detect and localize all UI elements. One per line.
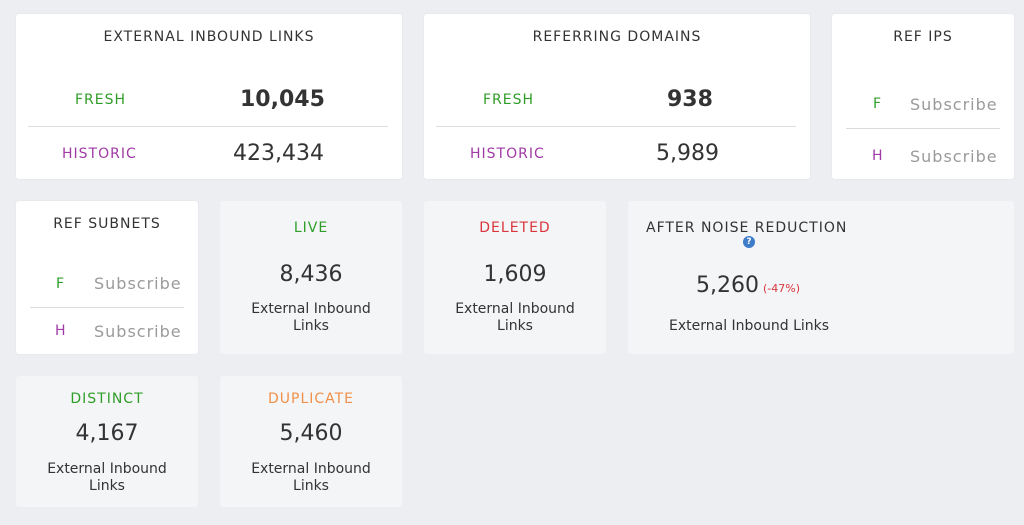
duplicate-card: DUPLICATE 5,460 External Inbound Links: [220, 376, 402, 507]
caption-line-2: Links: [293, 318, 329, 334]
live-value[interactable]: 8,436: [279, 262, 343, 287]
referring-domains-card: REFERRING DOMAINS FRESH 938 HISTORIC 5,9…: [424, 14, 810, 179]
noise-value[interactable]: 5,260: [696, 273, 759, 298]
card-title: REF IPS: [893, 29, 953, 45]
caption-line-2: Links: [293, 478, 329, 494]
caption: External Inbound Links: [220, 461, 402, 495]
card-title: DELETED: [479, 220, 551, 236]
historic-label: HISTORIC: [470, 146, 545, 162]
caption-line-1: External Inbound: [47, 461, 167, 477]
deleted-card: DELETED 1,609 External Inbound Links: [424, 201, 606, 354]
help-icon[interactable]: ?: [743, 236, 755, 248]
divider: [30, 307, 184, 308]
caption: External Inbound Links: [16, 461, 198, 495]
fresh-label: FRESH: [483, 92, 535, 108]
card-title: AFTER NOISE REDUCTION: [646, 220, 848, 236]
fresh-label: FRESH: [75, 92, 127, 108]
f-label: F: [56, 276, 66, 292]
caption-line-1: External Inbound: [455, 301, 575, 317]
caption: External Inbound Links: [424, 301, 606, 335]
fresh-value[interactable]: 938: [667, 87, 713, 112]
subscribe-link[interactable]: Subscribe: [94, 274, 182, 293]
historic-label: HISTORIC: [62, 146, 137, 162]
duplicate-value[interactable]: 5,460: [279, 421, 343, 446]
distinct-value[interactable]: 4,167: [75, 421, 139, 446]
divider: [28, 126, 388, 127]
subscribe-link[interactable]: Subscribe: [910, 95, 998, 114]
caption-line-1: External Inbound: [251, 301, 371, 317]
caption-line-2: Links: [497, 318, 533, 334]
card-title: REFERRING DOMAINS: [532, 29, 702, 45]
caption-line-1: External Inbound: [251, 461, 371, 477]
h-label: H: [55, 323, 67, 339]
card-title: DISTINCT: [70, 391, 144, 407]
ref-ips-card: REF IPS F Subscribe H Subscribe: [832, 14, 1014, 179]
card-title: LIVE: [293, 220, 329, 236]
card-title: REF SUBNETS: [53, 216, 161, 232]
ref-subnets-card: REF SUBNETS F Subscribe H Subscribe: [16, 201, 198, 354]
external-inbound-links-card: EXTERNAL INBOUND LINKS FRESH 10,045 HIST…: [16, 14, 402, 179]
fresh-value[interactable]: 10,045: [240, 87, 325, 112]
deleted-value[interactable]: 1,609: [483, 262, 547, 287]
after-noise-reduction-card: AFTER NOISE REDUCTION ? 5,260 (-47%) Ext…: [628, 201, 1014, 354]
divider: [846, 128, 1000, 129]
card-title: DUPLICATE: [267, 391, 355, 407]
live-card: LIVE 8,436 External Inbound Links: [220, 201, 402, 354]
caption-line-2: Links: [89, 478, 125, 494]
historic-value[interactable]: 423,434: [233, 141, 324, 166]
distinct-card: DISTINCT 4,167 External Inbound Links: [16, 376, 198, 507]
subscribe-link[interactable]: Subscribe: [94, 322, 182, 341]
change-badge: (-47%): [763, 282, 801, 295]
f-label: F: [873, 96, 883, 112]
divider: [436, 126, 796, 127]
caption: External Inbound Links: [220, 301, 402, 335]
card-title: EXTERNAL INBOUND LINKS: [103, 29, 315, 45]
h-label: H: [872, 148, 884, 164]
historic-value[interactable]: 5,989: [656, 141, 719, 166]
subscribe-link[interactable]: Subscribe: [910, 147, 998, 166]
caption: External Inbound Links: [669, 318, 830, 334]
